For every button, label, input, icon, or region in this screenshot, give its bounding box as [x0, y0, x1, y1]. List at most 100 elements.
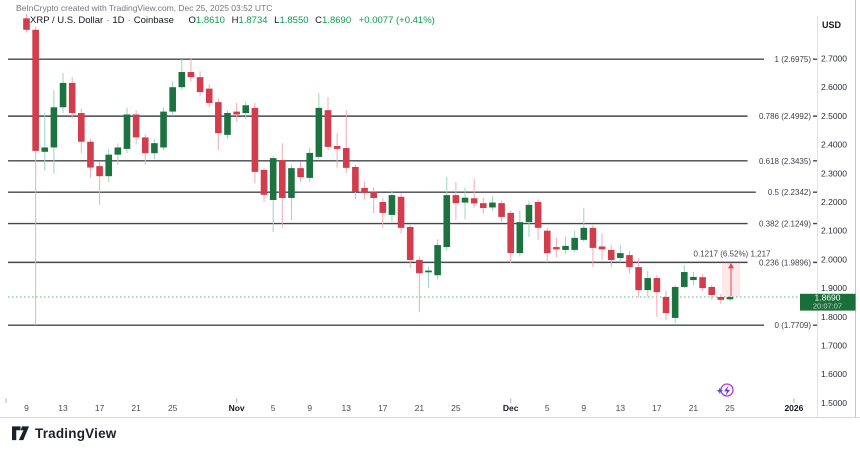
change-value: +0.0077 (+0.41%)	[358, 15, 435, 26]
candle-body	[543, 230, 551, 254]
candle-body	[123, 114, 131, 149]
candle-body	[224, 113, 231, 135]
price-axis-label: 1.6000	[821, 369, 847, 379]
candle-body	[297, 168, 304, 178]
low-key: L	[274, 15, 280, 26]
candle-body	[388, 195, 396, 215]
interval-label[interactable]: 1D	[112, 15, 125, 26]
candle-body	[169, 87, 176, 112]
close-value: 1.8690	[322, 15, 352, 26]
price-axis-label: 2.7000	[821, 54, 847, 64]
fib-level-label: 1 (2.6975)	[775, 55, 812, 64]
fib-level-label: 0 (1.7709)	[775, 321, 812, 330]
price-axis-label: 2.5000	[821, 111, 847, 121]
price-axis-label: 2.2000	[821, 197, 847, 207]
candle-body	[598, 246, 606, 250]
time-axis-label: 21	[415, 403, 425, 413]
brand-name[interactable]: TradingView	[35, 426, 117, 441]
low-value: 1.8550	[279, 15, 309, 26]
time-axis-label: 17	[652, 403, 662, 413]
candle-body	[141, 137, 149, 154]
price-axis-label: 2.3000	[821, 168, 847, 178]
close-key: C	[315, 15, 323, 26]
fib-level-label: 0.786 (2.4992)	[759, 112, 811, 121]
fib-level-label: 0.382 (2.1249)	[759, 220, 811, 229]
time-axis-label: 9	[24, 403, 29, 413]
lightning-bolt-icon	[724, 385, 730, 397]
price-axis-label: 1.7000	[821, 341, 847, 351]
candle-body	[480, 203, 487, 209]
candle-body	[644, 278, 652, 291]
candle-body	[416, 259, 423, 274]
candle-body	[315, 107, 323, 157]
exchange-label: Coinbase	[133, 15, 174, 26]
candle-body	[489, 202, 496, 208]
candle-body	[41, 147, 49, 152]
time-axis-label: 21	[131, 403, 141, 413]
fib-label-bg	[764, 53, 813, 65]
symbol-title[interactable]: XRP / U.S. Dollar · 1D · Coinbase	[30, 15, 177, 26]
candle-body	[215, 102, 222, 134]
candle-body	[68, 82, 76, 114]
high-value: 1.8734	[238, 15, 268, 26]
candle-body	[662, 296, 670, 314]
candle-body	[562, 245, 569, 250]
candle-body	[50, 107, 58, 148]
fib-level-label: 0.5 (2.2342)	[768, 188, 811, 197]
candle-body	[452, 195, 460, 204]
candle-body	[534, 202, 542, 228]
candle-body	[434, 245, 441, 276]
price-axis-label: 2.4000	[821, 140, 847, 150]
candle-body	[607, 249, 615, 260]
open-key: O	[188, 15, 196, 26]
candle-body	[251, 107, 259, 172]
candle-body	[333, 146, 341, 149]
candle-body	[671, 286, 679, 318]
candle-body	[699, 277, 706, 289]
candle-body	[516, 222, 524, 254]
measurement-label: 0.1217 (6.52%) 1,217	[694, 249, 771, 258]
fib-label-bg	[747, 155, 813, 167]
price-axis-label: 1.9000	[821, 283, 847, 293]
price-axis-label: 1.5000	[821, 398, 847, 408]
candle-body	[196, 77, 204, 93]
time-axis-label: 13	[58, 403, 68, 413]
candle-body	[507, 212, 515, 254]
candle-body	[653, 278, 661, 293]
time-axis-label: 17	[378, 403, 388, 413]
time-axis-label: Nov	[229, 403, 245, 413]
candle-body	[32, 29, 39, 151]
attribution-text: BeInCrypto created with TradingView.com,…	[16, 3, 273, 13]
candle-body	[425, 270, 432, 273]
time-axis-label: 13	[616, 403, 626, 413]
measurement-arrowhead	[728, 262, 734, 269]
tradingview-logo-icon[interactable]	[12, 426, 29, 441]
last-price-badge[interactable]	[800, 293, 856, 311]
pair-name: XRP / U.S. Dollar	[30, 15, 104, 26]
high-key: H	[231, 15, 239, 26]
candle-body	[717, 296, 725, 300]
symbol-header: XRP / U.S. Dollar · 1D · Coinbase O1.8610 H1…	[30, 15, 435, 26]
time-axis-label: 2026	[784, 403, 803, 413]
currency-label: USD	[822, 20, 842, 30]
sparkle-icon	[716, 387, 723, 395]
price-axis-label: 2.1000	[821, 226, 847, 236]
candle-body	[726, 296, 734, 300]
candle-body	[132, 114, 140, 138]
time-axis-label: 5	[271, 403, 276, 413]
candle-body	[78, 113, 85, 142]
fib-label-bg	[747, 218, 813, 230]
candle-body	[571, 237, 578, 250]
candle-body	[324, 110, 332, 147]
candle-body	[306, 152, 314, 178]
candle-body	[342, 148, 350, 168]
separator: ·	[127, 15, 131, 26]
candle-body	[233, 111, 240, 115]
candle-body	[352, 166, 359, 192]
badge-price: 1.8690	[815, 293, 841, 303]
candle-body	[406, 226, 414, 260]
fib-label-bg	[755, 186, 813, 198]
candle-body	[59, 82, 67, 108]
fib-level-label: 0.618 (2.3435)	[759, 157, 811, 166]
